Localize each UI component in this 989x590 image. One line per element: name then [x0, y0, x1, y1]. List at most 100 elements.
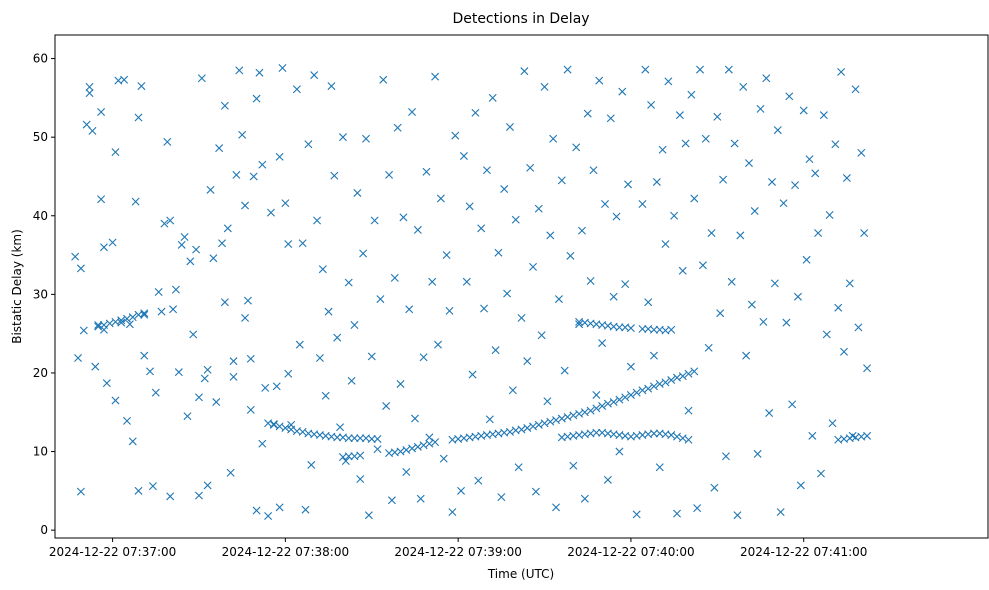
- data-point: [788, 400, 797, 409]
- data-point: [97, 195, 106, 204]
- data-point: [356, 451, 365, 460]
- data-point: [618, 87, 627, 96]
- data-point: [791, 181, 800, 190]
- data-point: [134, 113, 143, 122]
- data-point: [494, 248, 503, 257]
- data-point: [523, 423, 532, 432]
- data-point: [264, 512, 273, 520]
- data-point: [111, 396, 120, 405]
- data-point: [586, 406, 595, 415]
- data-point: [572, 143, 581, 152]
- data-point: [364, 511, 373, 520]
- data-point: [405, 305, 414, 314]
- data-point: [373, 445, 382, 454]
- data-point: [673, 373, 681, 382]
- data-point: [148, 482, 157, 491]
- data-point: [318, 265, 327, 274]
- data-point: [347, 376, 356, 385]
- data-point: [638, 199, 647, 208]
- data-point: [108, 238, 117, 247]
- data-point: [344, 434, 353, 443]
- data-point: [82, 120, 91, 129]
- data-point: [768, 177, 777, 186]
- data-point: [762, 74, 771, 83]
- data-point: [632, 510, 641, 519]
- data-point: [402, 467, 411, 476]
- data-point: [560, 366, 569, 375]
- data-point: [670, 211, 679, 220]
- y-tick-label: 60: [33, 52, 48, 66]
- data-point: [661, 240, 670, 249]
- data-point: [425, 433, 434, 442]
- data-point: [272, 382, 281, 391]
- data-point: [845, 279, 854, 288]
- y-axis-label: Bistatic Delay (km): [10, 229, 24, 344]
- data-point: [503, 289, 512, 298]
- data-point: [390, 273, 399, 282]
- data-point: [776, 508, 785, 517]
- data-point: [445, 306, 454, 315]
- data-point: [111, 317, 120, 326]
- data-point: [655, 463, 664, 472]
- data-point: [408, 444, 417, 453]
- data-point: [497, 493, 506, 502]
- data-point: [120, 75, 129, 84]
- data-point: [140, 351, 149, 360]
- data-point: [863, 431, 872, 440]
- data-point: [194, 491, 203, 500]
- data-point: [488, 93, 497, 102]
- data-point: [480, 304, 489, 313]
- data-point: [85, 89, 94, 98]
- data-point: [621, 393, 630, 402]
- data-point: [693, 504, 702, 513]
- data-point: [554, 295, 563, 304]
- data-point: [459, 152, 468, 161]
- data-point: [269, 420, 278, 429]
- data-point: [189, 330, 198, 339]
- data-point: [765, 409, 774, 418]
- data-point: [396, 379, 405, 388]
- data-point: [644, 298, 653, 307]
- data-point: [76, 264, 85, 273]
- data-point: [811, 169, 820, 178]
- data-point: [808, 431, 817, 440]
- data-point: [111, 148, 120, 157]
- data-point: [609, 292, 618, 301]
- data-point: [649, 429, 658, 438]
- data-point: [615, 447, 624, 456]
- data-point: [644, 384, 653, 393]
- y-tick-label: 40: [33, 209, 48, 223]
- data-point: [422, 167, 431, 176]
- data-point: [586, 277, 595, 285]
- data-point: [367, 352, 376, 361]
- data-point: [540, 419, 549, 428]
- data-point: [690, 367, 699, 376]
- data-point: [552, 503, 561, 512]
- data-point: [385, 170, 394, 179]
- data-point: [241, 313, 250, 322]
- data-point: [529, 262, 538, 271]
- data-point: [235, 66, 244, 75]
- data-point: [615, 395, 624, 404]
- data-point: [226, 468, 235, 477]
- data-point: [183, 412, 192, 421]
- data-point: [549, 134, 558, 143]
- data-points: [71, 64, 872, 520]
- data-point: [802, 255, 811, 264]
- data-point: [292, 85, 301, 94]
- data-point: [255, 68, 264, 77]
- data-point: [379, 75, 388, 84]
- data-point: [831, 140, 840, 149]
- data-point: [448, 508, 457, 517]
- data-point: [471, 108, 480, 117]
- data-point: [500, 185, 509, 194]
- y-tick-label: 10: [33, 445, 48, 459]
- data-point: [485, 415, 494, 424]
- data-point: [123, 314, 131, 323]
- data-point: [160, 219, 169, 228]
- data-point: [241, 201, 250, 210]
- data-point: [287, 425, 296, 434]
- data-point: [514, 463, 523, 472]
- data-point: [419, 441, 428, 450]
